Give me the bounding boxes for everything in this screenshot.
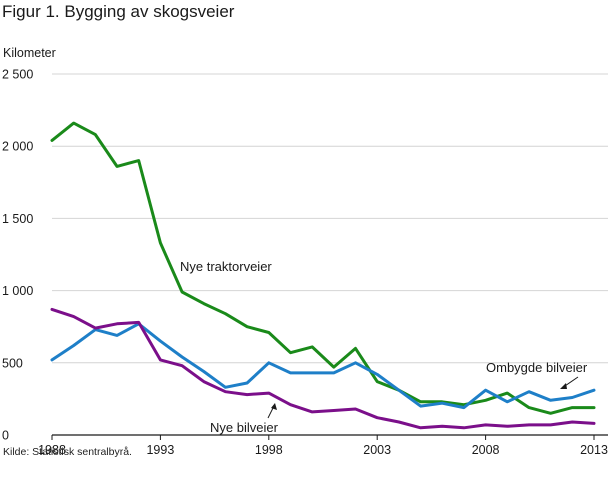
y-tick-label: 0 xyxy=(2,429,9,443)
y-tick-label: 1 000 xyxy=(2,284,33,298)
annotation-nye-bilveier: Nye bilveier xyxy=(210,420,279,435)
chart-title: Figur 1. Bygging av skogsveier xyxy=(2,2,235,21)
series-lines xyxy=(50,121,596,430)
y-axis-label: Kilometer xyxy=(3,46,56,60)
x-tick-label: 1998 xyxy=(255,443,283,457)
y-tick-label: 2 500 xyxy=(2,68,33,82)
x-tick-label: 2003 xyxy=(363,443,391,457)
x-tick-label: 2008 xyxy=(472,443,500,457)
x-tick-label: 1988 xyxy=(38,443,66,457)
annotation-nye-traktorveier: Nye traktorveier xyxy=(180,259,272,274)
annotation-arrowhead-ombygde xyxy=(560,383,567,389)
source-note: Kilde: Statistisk sentralbyrå. xyxy=(3,446,132,458)
series-line-nye-traktorveier xyxy=(50,121,596,415)
x-tick-label: 2013 xyxy=(580,443,608,457)
annotation-ombygde-bilveier: Ombygde bilveier xyxy=(486,360,588,375)
annotations: Nye traktorveier Ombygde bilveier Nye bi… xyxy=(180,259,588,435)
y-tick-label: 500 xyxy=(2,356,23,370)
y-tick-label: 2 000 xyxy=(2,140,33,154)
axes: 0 500 1 000 1 500 2 000 2 500 1988 1993 1998 2003… xyxy=(2,68,608,457)
y-tick-label: 1 500 xyxy=(2,212,33,226)
gridlines xyxy=(52,73,608,364)
x-tick-label: 1993 xyxy=(146,443,174,457)
annotation-arrowhead-nye-bilveier xyxy=(271,403,277,410)
series-line-nye-bilveier xyxy=(50,307,596,430)
